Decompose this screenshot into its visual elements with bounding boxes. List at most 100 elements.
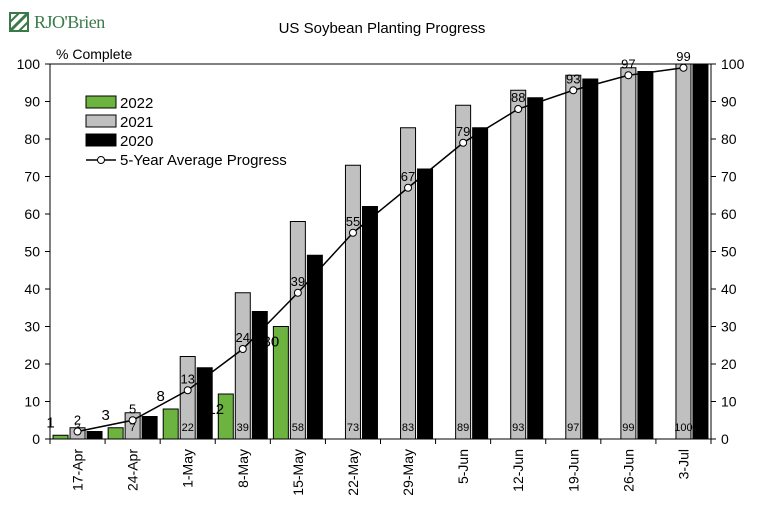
average-label: 67: [401, 169, 415, 184]
average-point: [679, 63, 688, 72]
y-axis-title: % Complete: [56, 46, 133, 62]
bar-2021-15-May: [289, 221, 306, 440]
y-tick-label-left: 0: [32, 431, 40, 447]
y-tick-label-right: 10: [721, 394, 737, 410]
y-tick-label-right: 60: [721, 206, 737, 222]
y-tick-label-left: 40: [24, 281, 40, 297]
average-point: [128, 416, 137, 425]
y-tick-label-left: 50: [24, 244, 40, 260]
legend-label-2021: 2021: [120, 114, 153, 131]
bar-2020-19-Jun: [582, 78, 599, 440]
bar-label-2022: 30: [263, 334, 280, 351]
bar-2021-5-Jun: [455, 104, 472, 440]
x-tick-label: 19-Jun: [565, 449, 581, 492]
bar-2020-15-May: [306, 254, 323, 440]
bar-2021-22-May: [344, 164, 361, 440]
x-tick-label: 5-Jun: [455, 449, 471, 484]
legend-swatch-2021: [85, 114, 117, 128]
bar-2021-12-Jun: [510, 89, 527, 440]
y-tick-label-left: 30: [24, 319, 40, 335]
average-point: [293, 288, 302, 297]
x-tick-label: 8-May: [235, 449, 251, 488]
average-label: 99: [676, 49, 690, 64]
bar-2021-26-Jun: [620, 67, 637, 440]
bar-label-2021: 39: [237, 422, 249, 434]
bar-label-2021: 73: [347, 422, 359, 434]
average-point: [569, 86, 578, 95]
logo-mark-icon: [8, 11, 30, 33]
y-tick-label-right: 90: [721, 94, 737, 110]
average-label: 39: [291, 274, 305, 289]
bar-2022-24-Apr: [107, 427, 124, 440]
average-point: [73, 427, 82, 436]
y-tick-label-right: 20: [721, 356, 737, 372]
bar-2020-5-Jun: [472, 127, 489, 440]
bar-label-2021: 89: [457, 422, 469, 434]
average-point: [459, 138, 468, 147]
y-tick-label-left: 70: [24, 169, 40, 185]
bar-2022-1-May: [162, 408, 179, 440]
y-tick-label-right: 0: [721, 431, 729, 447]
average-point: [404, 183, 413, 192]
bar-label-2021: 7: [130, 422, 136, 434]
average-point: [624, 71, 633, 80]
average-point: [348, 228, 357, 237]
legend-label-2020: 2020: [120, 133, 153, 150]
bar-2020-1-May: [196, 367, 213, 440]
legend-label-2022: 2022: [120, 95, 153, 112]
average-label: 55: [346, 214, 360, 229]
average-label: 93: [566, 71, 580, 86]
x-tick-label: 12-Jun: [510, 449, 526, 492]
bar-2020-3-Jul: [692, 63, 709, 440]
bar-2021-3-Jul: [675, 63, 692, 440]
bar-label-2022: 3: [101, 407, 109, 424]
logo-text: RJO'Brien: [34, 11, 105, 32]
legend-marker-average: [97, 156, 105, 164]
bar-label-2021: 58: [292, 422, 304, 434]
bar-2021-8-May: [234, 292, 251, 440]
average-label: 2: [74, 413, 81, 428]
bar-label-2022: 8: [157, 388, 165, 405]
x-tick-label: 22-May: [345, 449, 361, 496]
bar-label-2022: 12: [207, 401, 224, 418]
bar-label-2021: 99: [622, 422, 634, 434]
average-point: [238, 345, 247, 353]
y-tick-label-left: 20: [24, 356, 40, 372]
average-label: 97: [621, 56, 635, 71]
legend-label-average: 5-Year Average Progress: [120, 152, 287, 169]
x-tick-label: 17-Apr: [70, 449, 86, 491]
average-point: [183, 386, 192, 395]
y-tick-label-right: 100: [721, 56, 745, 72]
x-tick-label: 26-Jun: [620, 449, 636, 492]
x-tick-label: 15-May: [290, 449, 306, 496]
bar-2021-29-May: [400, 127, 417, 440]
average-label: 88: [511, 90, 525, 105]
legend-swatch-2020: [85, 133, 117, 147]
bar-2020-22-May: [361, 206, 378, 440]
bar-2020-12-Jun: [527, 97, 544, 440]
y-tick-label-left: 10: [24, 394, 40, 410]
x-tick-label: 29-May: [400, 449, 416, 496]
line-5-year-average: [77, 67, 684, 433]
chart-title: US Soybean Planting Progress: [278, 20, 486, 37]
average-point: [514, 105, 523, 113]
bar-2020-8-May: [251, 311, 268, 440]
average-label: 5: [129, 401, 136, 416]
x-tick-label: 24-Apr: [125, 449, 141, 491]
bar-label-2021: 22: [182, 422, 194, 434]
y-tick-label-right: 50: [721, 244, 737, 260]
y-tick-label-right: 70: [721, 169, 737, 185]
y-tick-label-left: 100: [17, 56, 41, 72]
bar-2022-8-May: [217, 393, 234, 440]
bar-label-2022: 1: [46, 414, 54, 431]
bar-2021-1-May: [179, 356, 196, 440]
bar-2020-24-Apr: [141, 416, 158, 440]
bar-label-2021: 100: [674, 422, 692, 434]
bar-label-2021: 83: [402, 422, 414, 434]
y-tick-label-left: 90: [24, 94, 40, 110]
y-tick-label-right: 80: [721, 131, 737, 147]
brand-logo: RJO'Brien: [8, 8, 105, 36]
bar-2020-29-May: [417, 168, 434, 440]
y-tick-label-right: 40: [721, 281, 737, 297]
